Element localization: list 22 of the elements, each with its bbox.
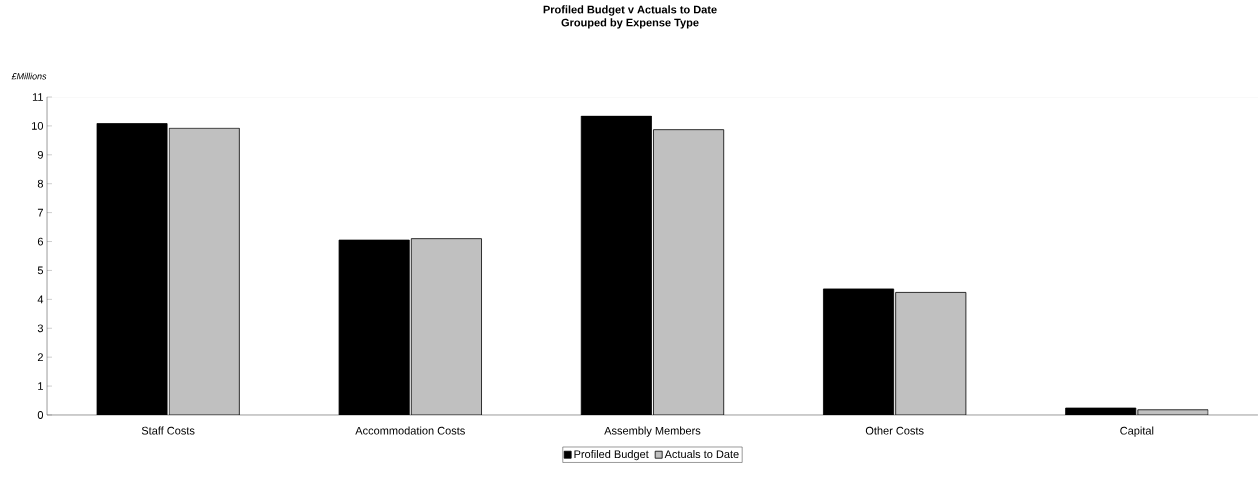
legend-label: Actuals to Date [664,449,739,459]
y-axis-title: £Millions [11,72,47,80]
legend-label: Profiled Budget [574,449,649,461]
y-tick-label: 3 [37,324,43,333]
chart-subtitle: Grouped by Expense Type [561,18,699,29]
y-tick-label: 5 [37,266,44,275]
x-tick-label: Capital [1120,426,1154,437]
x-tick-label: Accommodation Costs [355,426,465,435]
y-tick-label: 11 [32,93,43,101]
y-tick-label: 4 [37,295,44,304]
chart-title: Profiled Budget v Actuals to Date [543,5,717,16]
y-tick-label: 9 [37,150,43,159]
y-tick-label: 0 [37,411,44,419]
y-tick-label: 7 [37,208,43,217]
y-tick-label: 2 [37,353,43,362]
y-tick-label: 1 [38,382,43,390]
x-tick-label: Assembly Members [604,426,701,437]
y-tick-label: 8 [37,179,43,188]
x-tick-label: Other Costs [865,426,924,435]
y-tick-label: 6 [37,237,43,246]
y-tick-label: 10 [32,122,44,130]
x-tick-label: Staff Costs [141,426,195,435]
